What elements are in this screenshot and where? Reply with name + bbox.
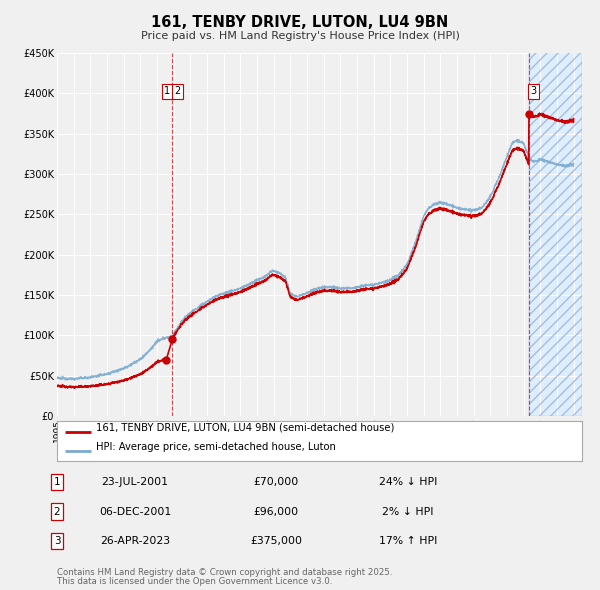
Text: 23-JUL-2001: 23-JUL-2001 — [101, 477, 169, 487]
Bar — [529, 53, 582, 416]
Text: 1: 1 — [164, 86, 170, 96]
Text: Contains HM Land Registry data © Crown copyright and database right 2025.: Contains HM Land Registry data © Crown c… — [57, 568, 392, 577]
Text: 24% ↓ HPI: 24% ↓ HPI — [379, 477, 437, 487]
Text: 161, TENBY DRIVE, LUTON, LU4 9BN: 161, TENBY DRIVE, LUTON, LU4 9BN — [151, 15, 449, 30]
Text: £96,000: £96,000 — [253, 507, 299, 516]
Text: 3: 3 — [530, 86, 537, 96]
Text: This data is licensed under the Open Government Licence v3.0.: This data is licensed under the Open Gov… — [57, 578, 332, 586]
Text: 17% ↑ HPI: 17% ↑ HPI — [379, 536, 437, 546]
Text: 1: 1 — [53, 477, 61, 487]
Text: £70,000: £70,000 — [253, 477, 299, 487]
Text: Price paid vs. HM Land Registry's House Price Index (HPI): Price paid vs. HM Land Registry's House … — [140, 31, 460, 41]
Text: 2: 2 — [53, 507, 61, 516]
Text: 26-APR-2023: 26-APR-2023 — [100, 536, 170, 546]
Text: 3: 3 — [53, 536, 61, 546]
Text: 2: 2 — [175, 86, 181, 96]
Text: HPI: Average price, semi-detached house, Luton: HPI: Average price, semi-detached house,… — [97, 442, 336, 452]
Text: 161, TENBY DRIVE, LUTON, LU4 9BN (semi-detached house): 161, TENBY DRIVE, LUTON, LU4 9BN (semi-d… — [97, 422, 395, 432]
Text: 2% ↓ HPI: 2% ↓ HPI — [382, 507, 434, 516]
Text: 06-DEC-2001: 06-DEC-2001 — [99, 507, 171, 516]
Bar — [529, 53, 582, 416]
Text: £375,000: £375,000 — [250, 536, 302, 546]
